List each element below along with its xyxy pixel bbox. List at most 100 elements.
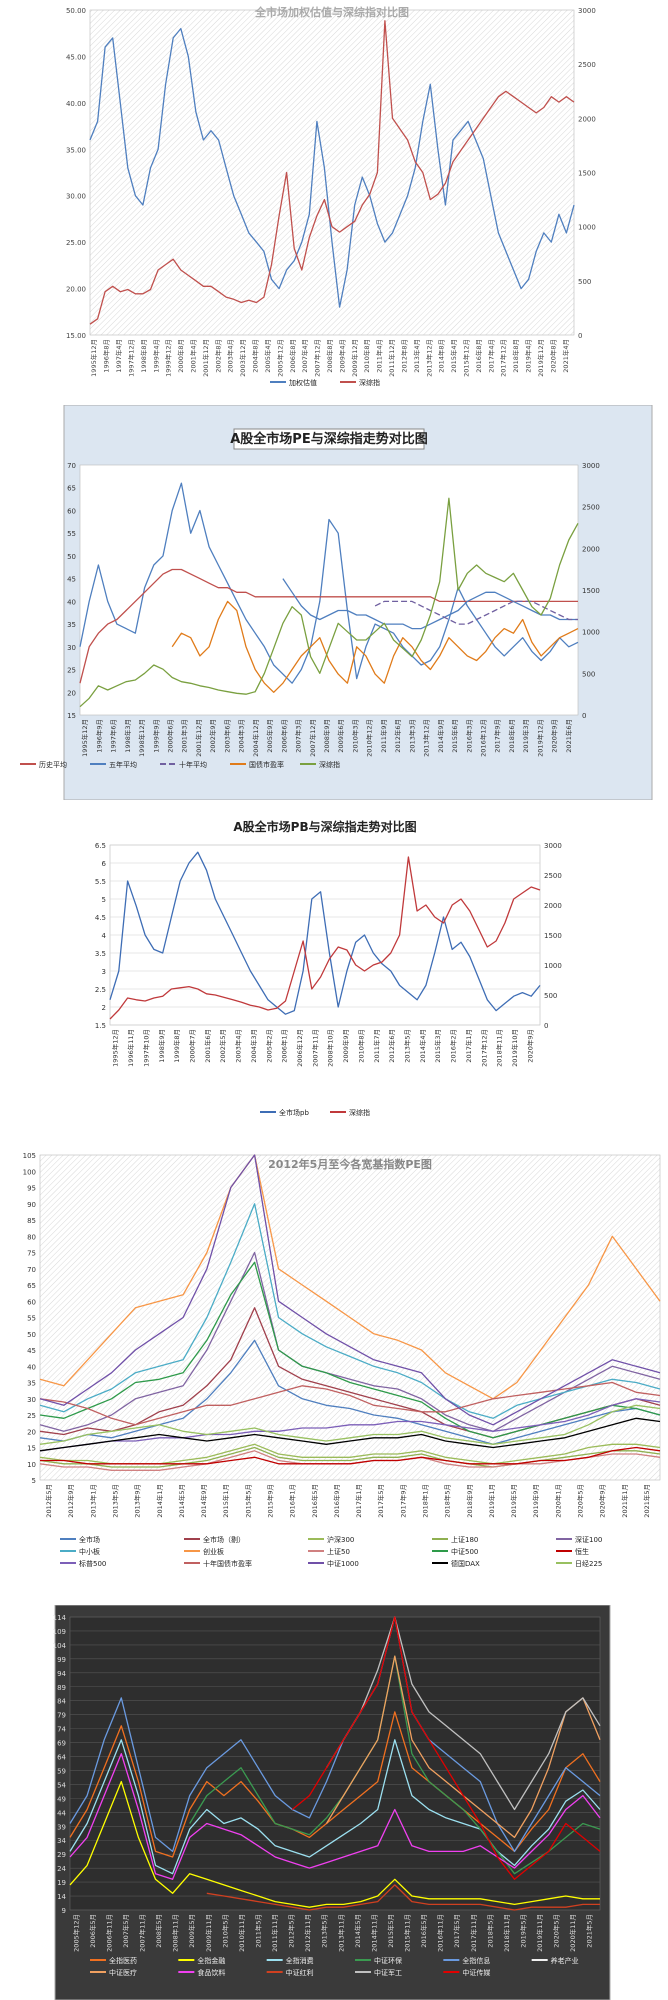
x-tick-label: 2004年3月: [249, 1029, 258, 1063]
x-tick-label: 2013年12月: [424, 339, 433, 377]
x-tick-label: 2007年12月: [313, 339, 322, 377]
x-tick-label: 2010年3月: [350, 719, 359, 753]
x-tick-label: 2012年9月: [66, 1484, 75, 1518]
y-tick-label: 15: [67, 712, 76, 720]
x-tick-label: 2021年5月: [642, 1484, 651, 1518]
x-tick-label: 2018年1月: [421, 1484, 430, 1518]
y-tick-label: 24: [57, 1865, 66, 1873]
y2-tick-label: 1500: [582, 587, 600, 595]
x-tick-label: 2014年5月: [353, 1914, 362, 1948]
x-tick-label: 2021年1月: [620, 1484, 629, 1518]
chart-broad-index-pe: 2012年5月至今各宽基指数PE图 5 10 15 20 25 30 35 40 45 50 55 60…: [0, 1150, 668, 1580]
y2-tick-label: 2000: [582, 545, 600, 553]
x-tick-label: 2015年5月: [386, 1914, 395, 1948]
x-tick-label: 2019年12月: [535, 719, 544, 757]
x-tick-label: 2007年5月: [121, 1914, 130, 1948]
y-tick-label: 40.00: [66, 100, 86, 108]
legend-label: 恒生: [575, 1547, 589, 1556]
x-tick-label: 2005年4月: [263, 339, 272, 373]
x-tick-label: 2019年4月: [524, 339, 533, 373]
y-tick-label: 34: [57, 1837, 66, 1845]
chart-panel-2: A股全市场PE与深综指走势对比图 15 20 25 30 35 40 45 50 55 60 65 70…: [0, 405, 668, 800]
y-tick-label: 35: [67, 621, 76, 629]
x-tick-label: 2009年5月: [187, 1914, 196, 1948]
legend-label: 中证医疗: [109, 1968, 137, 1977]
legend-label: 全指消费: [286, 1956, 314, 1965]
y-tick-label: 5: [102, 896, 106, 904]
x-tick-label: 2001年12月: [194, 719, 203, 757]
y-tick-label: 49: [57, 1795, 66, 1803]
x-tick-label: 2019年9月: [531, 1484, 540, 1518]
y2-tick-label: 500: [582, 670, 595, 678]
legend-label: 中证1000: [327, 1559, 359, 1568]
series-line-11: [291, 1616, 601, 1880]
x-tick-label: 2016年11月: [436, 1914, 445, 1952]
legend-label: 中小板: [79, 1547, 100, 1556]
legend-label: 全市场: [79, 1535, 100, 1544]
y-tick-label: 35: [27, 1380, 36, 1388]
y2-tick-label: 2500: [578, 61, 596, 69]
y-tick-label: 20: [67, 689, 76, 697]
x-tick-label: 2016年1月: [288, 1484, 297, 1518]
x-tick-label: 2015年4月: [449, 339, 458, 373]
x-tick-label: 2013年12月: [422, 719, 431, 757]
y-tick-label: 19: [57, 1879, 66, 1887]
x-tick-label: 2009年9月: [341, 1029, 350, 1063]
x-tick-label: 2017年9月: [398, 1484, 407, 1518]
y-tick-label: 90: [27, 1201, 36, 1209]
x-tick-label: 2017年12月: [499, 339, 508, 377]
series-line-1: [79, 482, 579, 684]
x-tick-label: 2018年11月: [495, 1029, 504, 1067]
x-tick-label: 2008年5月: [154, 1914, 163, 1948]
x-tick-label: 2008年10月: [326, 1029, 335, 1067]
x-tick-label: 2017年5月: [452, 1914, 461, 1948]
x-tick-label: 2008年11月: [171, 1914, 180, 1952]
x-tick-label: 2006年6月: [279, 719, 288, 753]
legend-label: 上证180: [451, 1535, 478, 1544]
x-tick-label: 2021年5月: [585, 1914, 594, 1948]
y-tick-label: 55: [67, 530, 76, 538]
series-line-2: [79, 568, 578, 684]
series-line-5: [69, 1616, 601, 1853]
x-tick-label: 2005年12月: [71, 1914, 80, 1952]
y2-tick-label: 1500: [578, 170, 596, 178]
y2-tick-label: 3000: [578, 7, 596, 15]
chart-panel-3: A股全市场PB与深综指走势对比图 1.5 2 2.5 3 3.5 4 4.5 5 5.5 6 6.5 0…: [0, 815, 668, 1135]
y-tick-label: 44: [57, 1809, 66, 1817]
x-tick-label: 2020年11月: [568, 1914, 577, 1952]
legend-label: 全指信息: [462, 1956, 490, 1965]
x-tick-label: 2002年9月: [208, 719, 217, 753]
y-tick-label: 4: [102, 932, 107, 940]
x-tick-label: 2001年3月: [180, 719, 189, 753]
y-tick-label: 109: [53, 1628, 66, 1636]
x-tick-label: 2020年5月: [576, 1484, 585, 1518]
legend-label: 五年平均: [109, 760, 137, 769]
y-tick-label: 20: [27, 1428, 36, 1436]
x-tick-label: 2018年8月: [511, 339, 520, 373]
series-line-14: [39, 1417, 661, 1452]
x-tick-label: 2010年8月: [362, 339, 371, 373]
x-tick-label: 2010年5月: [220, 1914, 229, 1948]
x-tick-label: 2008年9月: [322, 719, 331, 753]
legend-label: 深综指: [359, 378, 380, 387]
legend-label: 加权估值: [289, 378, 317, 387]
x-tick-label: 2013年9月: [133, 1484, 142, 1518]
y2-tick-label: 3000: [582, 462, 600, 470]
x-tick-label: 2003年6月: [222, 719, 231, 753]
x-tick-label: 2005年12月: [275, 339, 284, 377]
y-tick-label: 2: [102, 1004, 106, 1012]
series-line-13: [39, 1154, 661, 1426]
legend-label: 全市场（剔）: [203, 1535, 245, 1544]
chart-sector-index-pe: 9 14 19 24 29 34 39 44 49 54 59 64 69 74 79 84 89 94 99 104…: [53, 1605, 611, 2000]
chart-title: 2012年5月至今各宽基指数PE图: [268, 1157, 432, 1171]
x-tick-label: 2012年8月: [399, 339, 408, 373]
y-tick-label: 10: [27, 1461, 36, 1469]
x-tick-label: 1995年12月: [111, 1029, 120, 1067]
plot-area: [89, 9, 575, 336]
series-line-1: [69, 1711, 601, 1858]
y-tick-label: 5: [32, 1477, 36, 1485]
x-tick-label: 2007年11月: [310, 1029, 319, 1067]
chart-panel-1: 全市场加权估值与深综指对比图 15.00 20.00 25.00 30.00 35.00 4…: [0, 0, 668, 400]
x-tick-label: 2001年12月: [201, 339, 210, 377]
y-tick-label: 100: [23, 1168, 36, 1176]
